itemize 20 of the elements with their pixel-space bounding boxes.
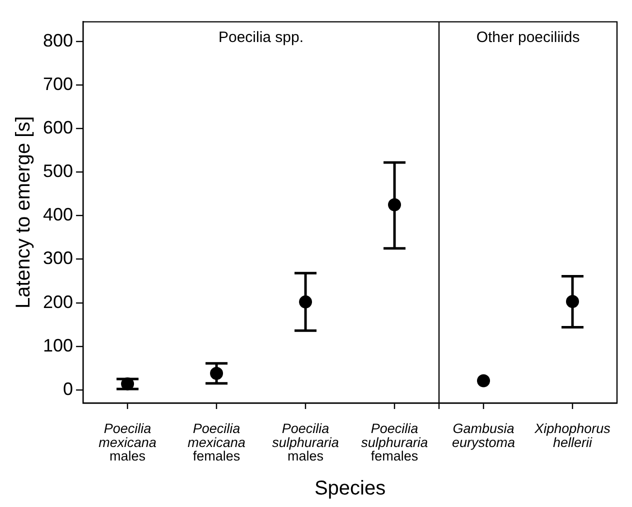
y-tick-label: 0	[63, 378, 74, 399]
annotation: Other poeciliids	[476, 28, 580, 46]
y-axis-title: Latency to emerge [s]	[12, 116, 35, 309]
y-tick-label: 800	[42, 30, 74, 50]
x-tick-label: Xiphophorus hellerii	[534, 420, 611, 450]
y-tick-label: 700	[42, 74, 74, 94]
y-tick-label: 500	[42, 161, 74, 182]
x-tick-label: Poecilia sulphuraria females	[361, 420, 428, 464]
y-tick-label: 200	[42, 292, 74, 312]
x-tick-label: Gambusia eurystoma	[452, 420, 516, 450]
y-tick-label: 400	[42, 204, 74, 225]
y-tick-label: 600	[42, 118, 74, 138]
x-tick-label: Poecilia mexicana males	[98, 420, 157, 464]
y-tick-label: 100	[42, 335, 74, 356]
x-axis-title: Species	[314, 478, 386, 500]
point	[477, 374, 490, 388]
x-tick-label: Poecilia sulphuraria males	[272, 420, 340, 464]
x-tick-label: Poecilia mexicana females	[188, 420, 246, 464]
y-tick-label: 300	[42, 248, 74, 268]
annotation: Poecilia spp.	[218, 28, 304, 46]
